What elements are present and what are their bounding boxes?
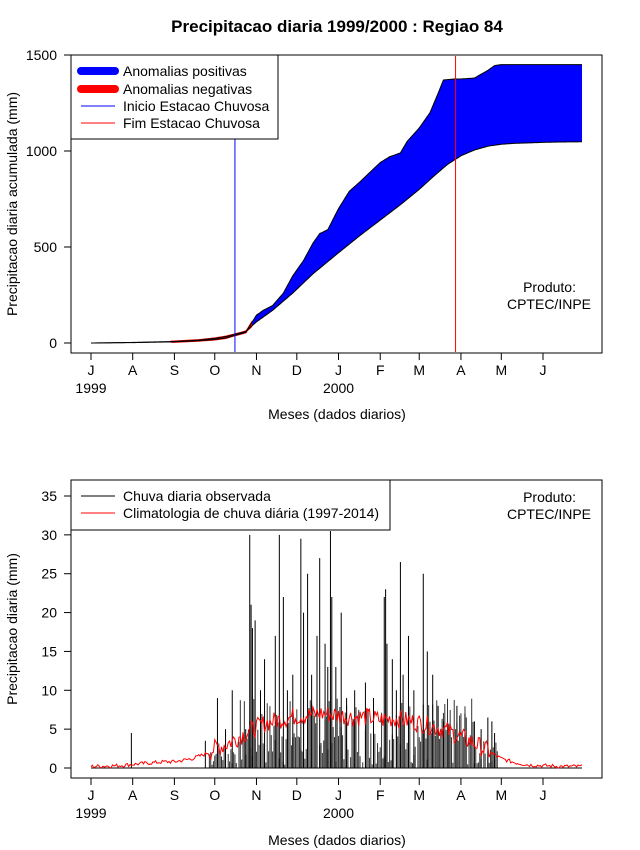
y-tick-label: 1000 xyxy=(26,143,57,159)
legend-label-negative: Anomalias negativas xyxy=(123,81,252,97)
y-tick-label: 5 xyxy=(49,721,57,737)
x-tick-label: D xyxy=(292,787,302,803)
accumulated-axes: J A S O N D J F M A M J 1999 2000 0 500 1000 1500 xyxy=(26,47,547,396)
x-tick-label: M xyxy=(413,787,425,803)
x-tick-label: A xyxy=(128,787,138,803)
legend-label-start: Inicio Estacao Chuvosa xyxy=(123,98,270,114)
x-tick-label: M xyxy=(495,362,507,378)
x-tick-label: F xyxy=(376,362,385,378)
product-label: Produto: xyxy=(523,489,576,505)
x-tick-label: J xyxy=(540,787,547,803)
positive-anomaly-area xyxy=(91,64,583,343)
climatology-daily-line xyxy=(90,705,583,769)
x-tick-label: M xyxy=(413,362,425,378)
y-tick-label: 35 xyxy=(41,488,57,504)
legend-label-end: Fim Estacao Chuvosa xyxy=(123,115,260,131)
x-tick-label: N xyxy=(251,362,261,378)
y-tick-label: 10 xyxy=(41,682,57,698)
x-tick-label: A xyxy=(456,787,466,803)
daily-axes: J A S O N D J F M A M J 1999 2000 0 5 10 15 20 25 30 35 xyxy=(41,488,546,821)
year-label: 2000 xyxy=(323,805,354,821)
x-tick-label: S xyxy=(170,362,179,378)
legend-label-positive: Anomalias positivas xyxy=(123,63,247,79)
y-tick-label: 25 xyxy=(41,566,57,582)
x-tick-label: D xyxy=(292,362,302,378)
climatology-accumulated-line xyxy=(90,141,583,344)
x-tick-label: J xyxy=(335,787,342,803)
year-label: 1999 xyxy=(75,805,106,821)
x-tick-label: J xyxy=(88,362,95,378)
x-axis-label: Meses (dados diarios) xyxy=(268,832,406,848)
accumulated-panel: Precipitacao diaria 1999/2000 : Regiao 8… xyxy=(4,17,603,422)
y-axis-label: Precipitacao diaria (mm) xyxy=(4,553,20,705)
product-label: Produto: xyxy=(523,279,576,295)
x-tick-label: J xyxy=(335,362,342,378)
x-tick-label: A xyxy=(456,362,466,378)
x-tick-label: S xyxy=(170,787,179,803)
legend-label-climatology: Climatologia de chuva diária (1997-2014) xyxy=(123,505,379,521)
legend-label-observed: Chuva diaria observada xyxy=(123,488,271,504)
year-label: 1999 xyxy=(75,380,106,396)
x-tick-label: O xyxy=(209,362,220,378)
y-tick-label: 500 xyxy=(34,239,58,255)
x-tick-label: J xyxy=(540,362,547,378)
x-tick-label: M xyxy=(495,787,507,803)
y-tick-label: 0 xyxy=(49,760,57,776)
chart-title: Precipitacao diaria 1999/2000 : Regiao 8… xyxy=(171,17,503,36)
legend-box xyxy=(70,479,391,531)
x-axis-label: Meses (dados diarios) xyxy=(268,406,406,422)
legend: Anomalias positivas Anomalias negativas … xyxy=(70,54,279,140)
y-tick-label: 20 xyxy=(41,605,57,621)
x-tick-label: N xyxy=(251,787,261,803)
y-tick-label: 1500 xyxy=(26,47,57,63)
x-tick-label: J xyxy=(88,787,95,803)
year-label: 2000 xyxy=(323,380,354,396)
y-tick-label: 15 xyxy=(41,643,57,659)
daily-plot-area xyxy=(90,530,583,769)
y-axis-label: Precipitacao diaria acumulada (mm) xyxy=(4,92,20,316)
product-source: CPTEC/INPE xyxy=(507,296,591,312)
legend: Chuva diaria observada Climatologia de c… xyxy=(70,479,391,531)
daily-panel: J A S O N D J F M A M J 1999 2000 0 5 10 15 20 25 30 35 Preci… xyxy=(4,479,603,848)
x-tick-label: A xyxy=(128,362,138,378)
y-tick-label: 30 xyxy=(41,527,57,543)
product-source: CPTEC/INPE xyxy=(507,506,591,522)
y-tick-label: 0 xyxy=(49,335,57,351)
accumulated-plot-area xyxy=(90,56,583,352)
x-tick-label: O xyxy=(209,787,220,803)
x-tick-label: F xyxy=(376,787,385,803)
